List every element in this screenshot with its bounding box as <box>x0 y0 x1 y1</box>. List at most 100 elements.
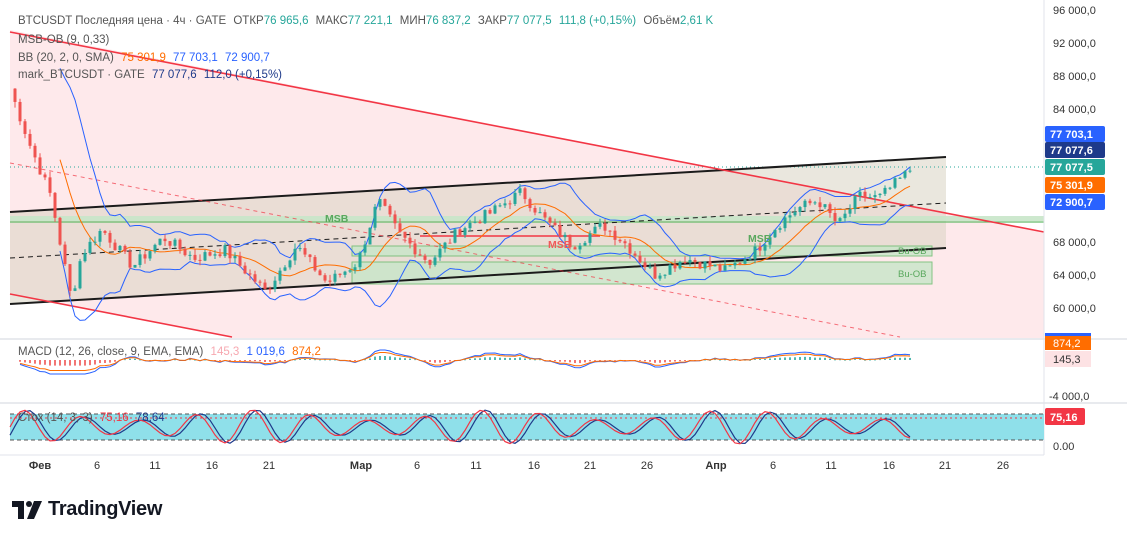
candle-body <box>468 222 472 229</box>
high-value: 77 221,1 <box>347 15 393 27</box>
macd-hist-bar <box>519 357 521 360</box>
macd-hist-bar <box>134 358 136 360</box>
macd-hist-bar <box>279 360 281 361</box>
symbol-title[interactable]: BTCUSDT Последняя цена · 4ч · GATE <box>18 15 227 27</box>
macd-hist-bar <box>499 357 501 360</box>
candle-body <box>238 255 242 266</box>
candle-body <box>733 262 737 266</box>
candle-body <box>858 191 862 197</box>
candle-body <box>643 262 647 268</box>
candle-body <box>548 217 552 223</box>
price-tag-text: 77 077,5 <box>1050 162 1093 174</box>
time-axis-tick: 6 <box>414 460 420 472</box>
candle-body <box>283 267 287 271</box>
macd-hist-bar <box>819 357 821 360</box>
macd-hist-bar <box>569 360 571 363</box>
price-axis[interactable]: 96 000,0 92 000,0 88 000,0 84 000,0 68 0… <box>1053 5 1096 315</box>
candle-body <box>408 237 412 244</box>
candle-body <box>398 223 402 232</box>
macd-axis: 874,2 145,3 -4 000,0 <box>1045 333 1091 403</box>
price-axis-tick: 96 000,0 <box>1053 5 1096 17</box>
macd-hist-bar <box>89 360 91 366</box>
macd-hist-bar <box>894 357 896 360</box>
candle-body <box>813 202 817 204</box>
time-axis-tick: Мар <box>350 460 372 472</box>
macd-hist-bar <box>19 360 21 362</box>
candle-body <box>138 254 142 265</box>
macd-hist-bar <box>669 360 671 362</box>
candle-body <box>753 246 757 260</box>
mark-legend[interactable]: mark_BTCUSDT · GATE 77 077,6 112,0 (+0,1… <box>18 69 286 81</box>
bb-legend[interactable]: BB (20, 2, 0, SMA) 75 301,9 77 703,1 72 … <box>18 52 274 64</box>
candle-body <box>613 230 617 240</box>
candle-body <box>198 259 202 261</box>
msb-ob-legend[interactable]: MSB-OB (9, 0,33) <box>18 34 113 46</box>
candle-body <box>28 133 32 146</box>
candle-body <box>218 254 222 257</box>
candle-body <box>38 157 42 175</box>
candle-body <box>718 264 722 271</box>
candle-body <box>73 288 77 291</box>
macd-hist-bar <box>774 358 776 360</box>
macd-hist-bar <box>194 359 196 361</box>
time-axis-tick: 6 <box>770 460 776 472</box>
candle-body <box>83 252 87 262</box>
macd-legend[interactable]: MACD (12, 26, close, 9, EMA, EMA) 145,3 … <box>18 346 325 358</box>
candle-body <box>823 204 827 208</box>
macd-hist-bar <box>24 360 26 363</box>
bb-upper-value: 77 703,1 <box>173 52 218 64</box>
candle-body <box>163 238 167 242</box>
downtrend-upper-line <box>9 31 1045 233</box>
macd-hist-bar <box>824 357 826 360</box>
candle-body <box>168 241 172 246</box>
macd-hist-bar <box>409 358 411 360</box>
macd-hist-bar <box>714 359 716 361</box>
candle-body <box>383 199 387 206</box>
macd-hist-bar <box>394 357 396 360</box>
macd-hist-bar <box>579 360 581 364</box>
macd-axis-tick: -4 000,0 <box>1049 391 1089 403</box>
macd-hist-bar <box>94 360 96 365</box>
macd-hist-bar <box>529 359 531 361</box>
tradingview-logo[interactable]: TradingView <box>12 498 162 521</box>
candle-body <box>308 254 312 258</box>
price-tag-text: 75 301,9 <box>1050 180 1093 192</box>
macd-hist-bar <box>864 359 866 361</box>
bb-lower-line <box>59 205 911 321</box>
candle-body <box>263 282 267 289</box>
candle-body <box>543 212 547 218</box>
macd-hist-bar <box>404 358 406 360</box>
candle-body <box>228 245 232 259</box>
time-axis-tick: 16 <box>883 460 895 472</box>
candle-body <box>448 242 452 244</box>
time-axis-tick: 11 <box>470 460 481 472</box>
macd-hist-bar <box>74 360 76 366</box>
macd-hist-bar <box>204 359 206 361</box>
macd-hist-bar <box>364 359 366 361</box>
macd-hist-bar <box>429 360 431 362</box>
macd-line-value: 1 019,6 <box>246 346 285 358</box>
time-axis-tick: 11 <box>149 460 160 472</box>
time-axis[interactable]: Фев 6 11 16 21 Мар 6 11 16 21 26 Апр 6 11 16 21 26 <box>29 460 1009 472</box>
stoch-k-tag: 75,16 <box>1050 412 1078 424</box>
candle-body <box>538 212 542 214</box>
candle-body <box>373 206 377 228</box>
stoch-legend[interactable]: Стох (14, 3, 3) 75,16 78,64 <box>18 412 169 424</box>
time-axis-tick: 21 <box>263 460 275 472</box>
macd-hist-bar <box>34 360 36 364</box>
macd-hist-bar <box>744 359 746 361</box>
candle-body <box>478 221 482 224</box>
candle-body <box>488 210 492 214</box>
candle-body <box>353 267 357 271</box>
candle-body <box>828 204 832 213</box>
price-axis-tick: 60 000,0 <box>1053 303 1096 315</box>
macd-hist-tag: 145,3 <box>1053 354 1081 366</box>
candle-body <box>428 259 432 265</box>
price-axis-tick: 64 000,0 <box>1053 270 1096 282</box>
macd-hist-bar <box>799 356 801 360</box>
candle-body <box>418 254 422 256</box>
macd-hist-bar <box>389 356 391 360</box>
macd-hist-bar <box>189 359 191 361</box>
macd-signal-value: 874,2 <box>292 346 321 358</box>
macd-hist-bar <box>99 360 101 364</box>
